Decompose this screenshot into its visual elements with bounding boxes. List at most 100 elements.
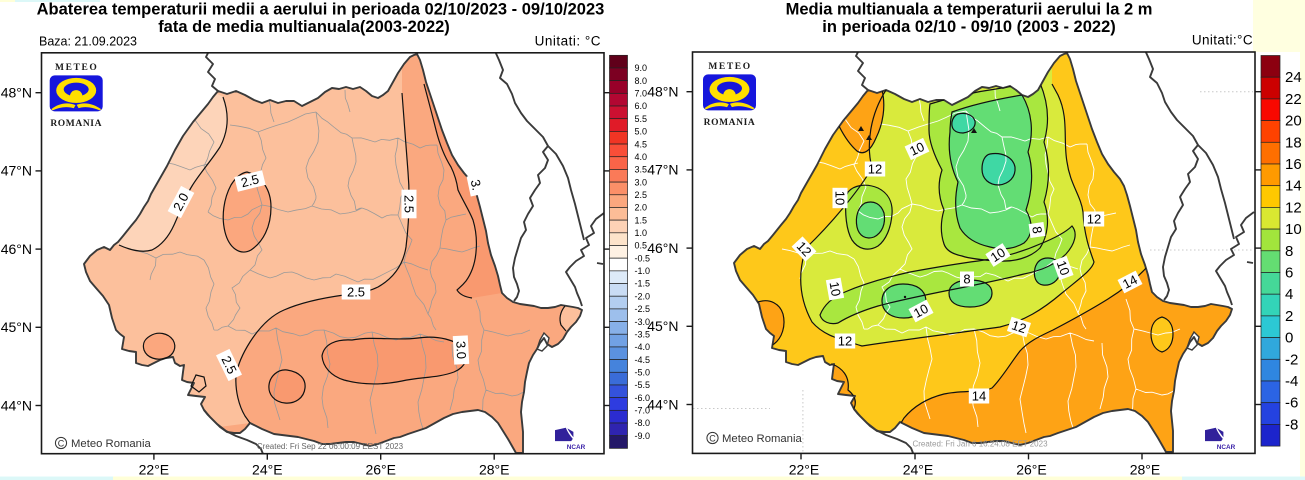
svg-text:2.5: 2.5: [218, 354, 239, 377]
svg-text:2.5: 2.5: [239, 171, 260, 190]
svg-text:Abaterea temperaturii medii a: Abaterea temperaturii medii a aerului in…: [37, 1, 605, 19]
svg-text:14: 14: [972, 388, 986, 403]
svg-text:-0.5: -0.5: [635, 253, 651, 263]
svg-text:-1.5: -1.5: [635, 279, 651, 289]
svg-text:47°N: 47°N: [647, 162, 678, 178]
svg-text:-1.0: -1.0: [635, 266, 651, 276]
svg-text:10: 10: [1054, 259, 1073, 278]
svg-text:2.5: 2.5: [635, 190, 648, 200]
svg-text:2.0: 2.0: [170, 190, 192, 213]
svg-text:Unitati: °C: Unitati: °C: [535, 34, 601, 49]
svg-text:22°E: 22°E: [789, 462, 820, 478]
svg-text:22: 22: [1285, 91, 1302, 108]
svg-text:10: 10: [1285, 221, 1302, 238]
svg-text:Created: Fri Jan 6 16:24:08 E: Created: Fri Jan 6 16:24:08 EET 2023: [912, 440, 1048, 449]
svg-text:18: 18: [1285, 134, 1302, 151]
svg-text:2: 2: [1285, 308, 1293, 325]
svg-text:METEO: METEO: [708, 62, 751, 72]
svg-text:-5.0: -5.0: [635, 368, 651, 378]
svg-text:Created: Fri Sep 22 06:00:09 E: Created: Fri Sep 22 06:00:09 EEST 2023: [257, 442, 404, 451]
svg-text:2.5: 2.5: [347, 284, 365, 299]
svg-text:3.: 3.: [468, 178, 485, 192]
svg-text:44°N: 44°N: [1, 397, 32, 413]
svg-text:48°N: 48°N: [647, 84, 678, 100]
svg-text:45°N: 45°N: [647, 318, 678, 334]
svg-text:6: 6: [1285, 265, 1293, 282]
svg-text:NCAR: NCAR: [1217, 444, 1236, 451]
svg-text:-9.0: -9.0: [635, 431, 651, 441]
svg-text:2.5: 2.5: [402, 195, 417, 213]
svg-text:10: 10: [988, 245, 1008, 265]
svg-text:Media multianuala a temperatur: Media multianuala a temperaturii aerului…: [786, 1, 1153, 19]
svg-text:24°E: 24°E: [252, 462, 283, 478]
svg-text:20: 20: [1285, 113, 1302, 130]
svg-text:fata de media multianuala(2003: fata de media multianuala(2003-2022): [158, 18, 450, 36]
svg-text:46°N: 46°N: [1, 241, 32, 257]
svg-text:Baza: 21.09.2023: Baza: 21.09.2023: [39, 35, 137, 49]
svg-text:-4.5: -4.5: [635, 355, 651, 365]
svg-text:14: 14: [1285, 178, 1302, 195]
svg-text:9.0: 9.0: [635, 63, 648, 73]
svg-text:24: 24: [1285, 69, 1302, 86]
svg-text:-3.5: -3.5: [635, 329, 651, 339]
svg-text:12: 12: [1010, 317, 1028, 336]
svg-text:-5.5: -5.5: [635, 380, 651, 390]
svg-text:-8.0: -8.0: [635, 418, 651, 428]
svg-text:10: 10: [907, 139, 926, 159]
svg-text:10: 10: [911, 301, 931, 321]
svg-text:C: C: [58, 439, 65, 449]
svg-text:24°E: 24°E: [903, 462, 934, 478]
svg-text:NCAR: NCAR: [567, 444, 586, 451]
svg-text:44°N: 44°N: [647, 396, 678, 412]
svg-text:-7.0: -7.0: [635, 406, 651, 416]
svg-text:ROMANIA: ROMANIA: [704, 118, 756, 128]
svg-text:46°N: 46°N: [647, 240, 678, 256]
svg-text:45°N: 45°N: [1, 319, 32, 335]
svg-text:Unitati:°C: Unitati:°C: [1192, 33, 1253, 48]
svg-text:4.0: 4.0: [635, 152, 648, 162]
svg-text:26°E: 26°E: [365, 462, 396, 478]
svg-text:47°N: 47°N: [1, 163, 32, 179]
svg-text:12: 12: [1285, 199, 1302, 216]
svg-text:12: 12: [868, 161, 882, 176]
svg-text:-2: -2: [1285, 351, 1298, 368]
svg-text:48°N: 48°N: [1, 85, 32, 101]
svg-text:10: 10: [827, 281, 844, 298]
svg-text:10: 10: [833, 191, 848, 205]
svg-text:0: 0: [1285, 330, 1293, 347]
svg-text:6.0: 6.0: [635, 101, 648, 111]
svg-text:3.0: 3.0: [635, 177, 648, 187]
svg-text:12: 12: [1087, 211, 1101, 226]
svg-text:Meteo Romania: Meteo Romania: [71, 438, 151, 450]
svg-text:-6.0: -6.0: [635, 393, 651, 403]
svg-text:7.0: 7.0: [635, 89, 648, 99]
svg-text:8: 8: [1285, 243, 1293, 260]
svg-text:8: 8: [1029, 225, 1045, 234]
svg-text:-4.0: -4.0: [635, 342, 651, 352]
svg-text:14: 14: [1120, 272, 1140, 292]
svg-text:4.5: 4.5: [635, 139, 648, 149]
svg-text:ROMANIA: ROMANIA: [50, 119, 102, 129]
svg-text:28°E: 28°E: [479, 462, 510, 478]
svg-text:8.0: 8.0: [635, 76, 648, 86]
svg-text:4: 4: [1285, 286, 1293, 303]
svg-text:-2.5: -2.5: [635, 304, 651, 314]
svg-text:3.5: 3.5: [635, 165, 648, 175]
svg-text:Meteo Romania: Meteo Romania: [722, 433, 802, 445]
svg-text:1.0: 1.0: [635, 228, 648, 238]
svg-text:16: 16: [1285, 156, 1302, 173]
svg-text:3.0: 3.0: [453, 341, 469, 360]
svg-text:-3.0: -3.0: [635, 317, 651, 327]
svg-text:-4: -4: [1285, 373, 1298, 390]
svg-text:-2.0: -2.0: [635, 291, 651, 301]
svg-text:-8: -8: [1285, 416, 1298, 433]
svg-text:0.5: 0.5: [635, 241, 648, 251]
svg-text:12: 12: [838, 333, 852, 348]
svg-text:-6: -6: [1285, 395, 1298, 412]
svg-text:26°E: 26°E: [1016, 462, 1047, 478]
svg-text:5.5: 5.5: [635, 114, 648, 124]
svg-text:28°E: 28°E: [1130, 462, 1161, 478]
svg-text:8: 8: [963, 271, 970, 286]
svg-text:in perioada 02/10 - 09/10 (200: in perioada 02/10 - 09/10 (2003 - 2022): [822, 18, 1116, 36]
svg-text:METEO: METEO: [55, 63, 98, 73]
